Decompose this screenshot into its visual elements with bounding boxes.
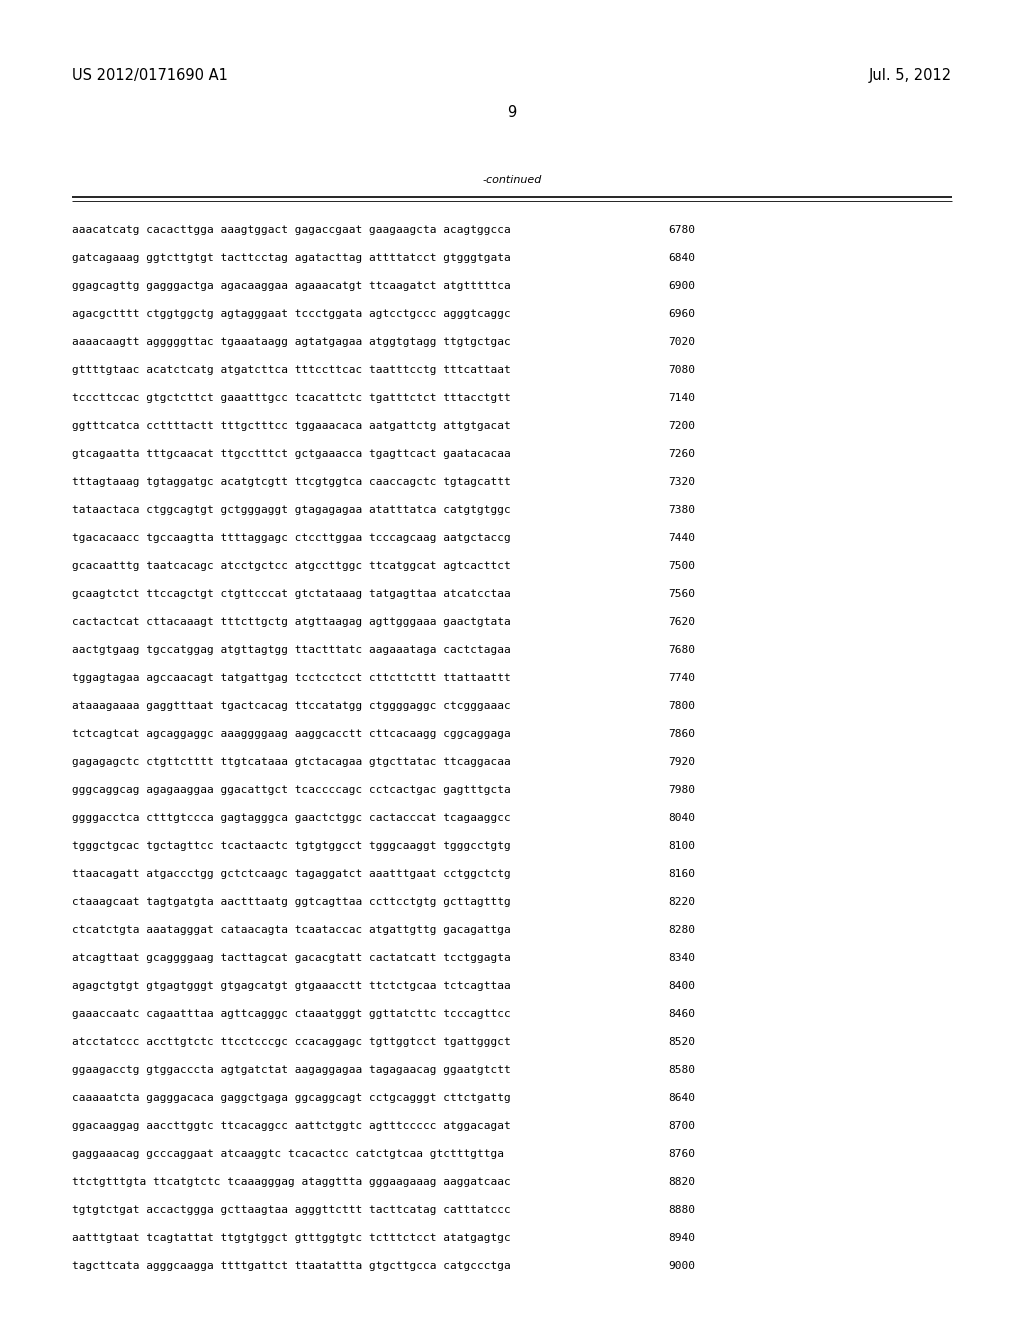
Text: 7260: 7260 <box>668 449 695 459</box>
Text: 7140: 7140 <box>668 393 695 403</box>
Text: tgtgtctgat accactggga gcttaagtaa agggttcttt tacttcatag catttatccc: tgtgtctgat accactggga gcttaagtaa agggttc… <box>72 1205 511 1214</box>
Text: 6840: 6840 <box>668 253 695 263</box>
Text: tgacacaacc tgccaagtta ttttaggagc ctccttggaa tcccagcaag aatgctaccg: tgacacaacc tgccaagtta ttttaggagc ctccttg… <box>72 533 511 543</box>
Text: 7740: 7740 <box>668 673 695 682</box>
Text: gcaagtctct ttccagctgt ctgttcccat gtctataaag tatgagttaa atcatcctaa: gcaagtctct ttccagctgt ctgttcccat gtctata… <box>72 589 511 599</box>
Text: 7380: 7380 <box>668 506 695 515</box>
Text: gaaaccaatc cagaatttaa agttcagggc ctaaatgggt ggttatcttc tcccagttcc: gaaaccaatc cagaatttaa agttcagggc ctaaatg… <box>72 1008 511 1019</box>
Text: Jul. 5, 2012: Jul. 5, 2012 <box>869 69 952 83</box>
Text: 9000: 9000 <box>668 1261 695 1271</box>
Text: gttttgtaac acatctcatg atgatcttca tttccttcac taatttcctg tttcattaat: gttttgtaac acatctcatg atgatcttca tttcctt… <box>72 366 511 375</box>
Text: 8880: 8880 <box>668 1205 695 1214</box>
Text: ctaaagcaat tagtgatgta aactttaatg ggtcagttaa ccttcctgtg gcttagtttg: ctaaagcaat tagtgatgta aactttaatg ggtcagt… <box>72 898 511 907</box>
Text: 8640: 8640 <box>668 1093 695 1104</box>
Text: gagagagctc ctgttctttt ttgtcataaa gtctacagaa gtgcttatac ttcaggacaa: gagagagctc ctgttctttt ttgtcataaa gtctaca… <box>72 756 511 767</box>
Text: gaggaaacag gcccaggaat atcaaggtc tcacactcc catctgtcaa gtctttgttga: gaggaaacag gcccaggaat atcaaggtc tcacactc… <box>72 1148 504 1159</box>
Text: -continued: -continued <box>482 176 542 185</box>
Text: cactactcat cttacaaagt tttcttgctg atgttaagag agttgggaaa gaactgtata: cactactcat cttacaaagt tttcttgctg atgttaa… <box>72 616 511 627</box>
Text: aactgtgaag tgccatggag atgttagtgg ttactttatc aagaaataga cactctagaa: aactgtgaag tgccatggag atgttagtgg ttacttt… <box>72 645 511 655</box>
Text: tataactaca ctggcagtgt gctgggaggt gtagagagaa atatttatca catgtgtggc: tataactaca ctggcagtgt gctgggaggt gtagaga… <box>72 506 511 515</box>
Text: gatcagaaag ggtcttgtgt tacttcctag agatacttag attttatcct gtgggtgata: gatcagaaag ggtcttgtgt tacttcctag agatact… <box>72 253 511 263</box>
Text: 8160: 8160 <box>668 869 695 879</box>
Text: 8460: 8460 <box>668 1008 695 1019</box>
Text: 6780: 6780 <box>668 224 695 235</box>
Text: 7440: 7440 <box>668 533 695 543</box>
Text: gtcagaatta tttgcaacat ttgcctttct gctgaaacca tgagttcact gaatacacaa: gtcagaatta tttgcaacat ttgcctttct gctgaaa… <box>72 449 511 459</box>
Text: 8400: 8400 <box>668 981 695 991</box>
Text: ggtttcatca ccttttactt tttgctttcc tggaaacaca aatgattctg attgtgacat: ggtttcatca ccttttactt tttgctttcc tggaaac… <box>72 421 511 432</box>
Text: tcccttccac gtgctcttct gaaatttgcc tcacattctc tgatttctct tttacctgtt: tcccttccac gtgctcttct gaaatttgcc tcacatt… <box>72 393 511 403</box>
Text: ggacaaggag aaccttggtc ttcacaggcc aattctggtc agtttccccc atggacagat: ggacaaggag aaccttggtc ttcacaggcc aattctg… <box>72 1121 511 1131</box>
Text: 7560: 7560 <box>668 589 695 599</box>
Text: 8040: 8040 <box>668 813 695 822</box>
Text: ggggacctca ctttgtccca gagtagggca gaactctggc cactacccat tcagaaggcc: ggggacctca ctttgtccca gagtagggca gaactct… <box>72 813 511 822</box>
Text: caaaaatcta gagggacaca gaggctgaga ggcaggcagt cctgcagggt cttctgattg: caaaaatcta gagggacaca gaggctgaga ggcaggc… <box>72 1093 511 1104</box>
Text: 8220: 8220 <box>668 898 695 907</box>
Text: 7980: 7980 <box>668 785 695 795</box>
Text: ggagcagttg gagggactga agacaaggaa agaaacatgt ttcaagatct atgtttttca: ggagcagttg gagggactga agacaaggaa agaaaca… <box>72 281 511 290</box>
Text: 7500: 7500 <box>668 561 695 572</box>
Text: tggagtagaa agccaacagt tatgattgag tcctcctcct cttcttcttt ttattaattt: tggagtagaa agccaacagt tatgattgag tcctcct… <box>72 673 511 682</box>
Text: tctcagtcat agcaggaggc aaaggggaag aaggcacctt cttcacaagg cggcaggaga: tctcagtcat agcaggaggc aaaggggaag aaggcac… <box>72 729 511 739</box>
Text: aaaacaagtt agggggttac tgaaataagg agtatgagaa atggtgtagg ttgtgctgac: aaaacaagtt agggggttac tgaaataagg agtatga… <box>72 337 511 347</box>
Text: tttagtaaag tgtaggatgc acatgtcgtt ttcgtggtca caaccagctc tgtagcattt: tttagtaaag tgtaggatgc acatgtcgtt ttcgtgg… <box>72 477 511 487</box>
Text: 7320: 7320 <box>668 477 695 487</box>
Text: 7200: 7200 <box>668 421 695 432</box>
Text: ttctgtttgta ttcatgtctc tcaaagggag ataggttta gggaagaaag aaggatcaac: ttctgtttgta ttcatgtctc tcaaagggag ataggt… <box>72 1177 511 1187</box>
Text: 8280: 8280 <box>668 925 695 935</box>
Text: 7020: 7020 <box>668 337 695 347</box>
Text: atcagttaat gcaggggaag tacttagcat gacacgtatt cactatcatt tcctggagta: atcagttaat gcaggggaag tacttagcat gacacgt… <box>72 953 511 964</box>
Text: aatttgtaat tcagtattat ttgtgtggct gtttggtgtc tctttctcct atatgagtgc: aatttgtaat tcagtattat ttgtgtggct gtttggt… <box>72 1233 511 1243</box>
Text: 7680: 7680 <box>668 645 695 655</box>
Text: tgggctgcac tgctagttcc tcactaactc tgtgtggcct tgggcaaggt tgggcctgtg: tgggctgcac tgctagttcc tcactaactc tgtgtgg… <box>72 841 511 851</box>
Text: atcctatccc accttgtctc ttcctcccgc ccacaggagc tgttggtcct tgattgggct: atcctatccc accttgtctc ttcctcccgc ccacagg… <box>72 1038 511 1047</box>
Text: 8700: 8700 <box>668 1121 695 1131</box>
Text: US 2012/0171690 A1: US 2012/0171690 A1 <box>72 69 228 83</box>
Text: 9: 9 <box>507 106 517 120</box>
Text: 8940: 8940 <box>668 1233 695 1243</box>
Text: 8760: 8760 <box>668 1148 695 1159</box>
Text: 7860: 7860 <box>668 729 695 739</box>
Text: 8520: 8520 <box>668 1038 695 1047</box>
Text: gggcaggcag agagaaggaa ggacattgct tcaccccagc cctcactgac gagtttgcta: gggcaggcag agagaaggaa ggacattgct tcacccc… <box>72 785 511 795</box>
Text: 8820: 8820 <box>668 1177 695 1187</box>
Text: 7800: 7800 <box>668 701 695 711</box>
Text: ttaacagatt atgaccctgg gctctcaagc tagaggatct aaatttgaat cctggctctg: ttaacagatt atgaccctgg gctctcaagc tagagga… <box>72 869 511 879</box>
Text: aaacatcatg cacacttgga aaagtggact gagaccgaat gaagaagcta acagtggcca: aaacatcatg cacacttgga aaagtggact gagaccg… <box>72 224 511 235</box>
Text: agacgctttt ctggtggctg agtagggaat tccctggata agtcctgccc agggtcaggc: agacgctttt ctggtggctg agtagggaat tccctgg… <box>72 309 511 319</box>
Text: 6900: 6900 <box>668 281 695 290</box>
Text: 6960: 6960 <box>668 309 695 319</box>
Text: 7620: 7620 <box>668 616 695 627</box>
Text: ctcatctgta aaatagggat cataacagta tcaataccac atgattgttg gacagattga: ctcatctgta aaatagggat cataacagta tcaatac… <box>72 925 511 935</box>
Text: 8580: 8580 <box>668 1065 695 1074</box>
Text: 7920: 7920 <box>668 756 695 767</box>
Text: 7080: 7080 <box>668 366 695 375</box>
Text: tagcttcata agggcaagga ttttgattct ttaatattta gtgcttgcca catgccctga: tagcttcata agggcaagga ttttgattct ttaatat… <box>72 1261 511 1271</box>
Text: ataaagaaaa gaggtttaat tgactcacag ttccatatgg ctggggaggc ctcgggaaac: ataaagaaaa gaggtttaat tgactcacag ttccata… <box>72 701 511 711</box>
Text: 8340: 8340 <box>668 953 695 964</box>
Text: gcacaatttg taatcacagc atcctgctcc atgccttggc ttcatggcat agtcacttct: gcacaatttg taatcacagc atcctgctcc atgcctt… <box>72 561 511 572</box>
Text: agagctgtgt gtgagtgggt gtgagcatgt gtgaaacctt ttctctgcaa tctcagttaa: agagctgtgt gtgagtgggt gtgagcatgt gtgaaac… <box>72 981 511 991</box>
Text: ggaagacctg gtggacccta agtgatctat aagaggagaa tagagaacag ggaatgtctt: ggaagacctg gtggacccta agtgatctat aagagga… <box>72 1065 511 1074</box>
Text: 8100: 8100 <box>668 841 695 851</box>
